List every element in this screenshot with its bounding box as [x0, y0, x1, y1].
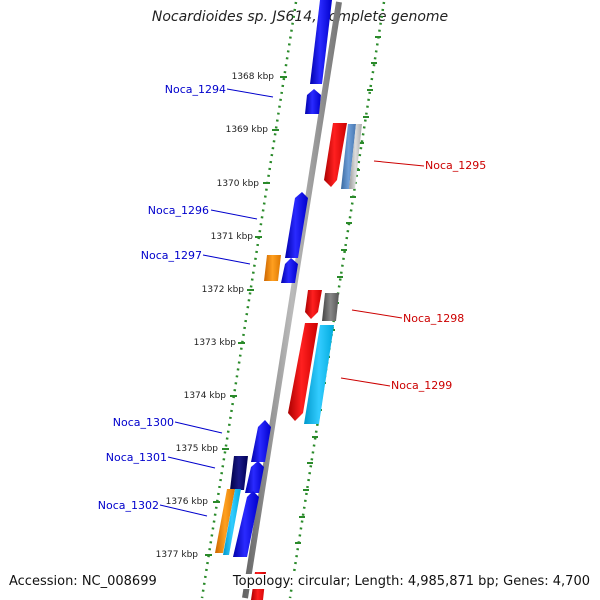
gene-arrow-noca-1295-steel [341, 124, 356, 189]
gene-label-noca-1297: Noca_1297 [141, 249, 202, 262]
gene-arrow-noca-1302-cyan [223, 489, 241, 555]
leader-noca-1296 [210, 209, 258, 220]
gene-arrow-noca-1294 [305, 89, 321, 114]
reverse-strand-genes [251, 123, 362, 600]
genome-backbone [242, 1, 342, 599]
gene-arrow-noca-1302 [233, 491, 259, 557]
scale-label: 1374 kbp [184, 391, 227, 401]
scale-label: 1369 kbp [226, 125, 269, 135]
scale-label: 1373 kbp [194, 338, 237, 348]
gene-arrow-top-blue [310, 0, 332, 84]
gene-label-noca-1294: Noca_1294 [165, 83, 226, 96]
gene-arrow-noca-1296 [285, 192, 308, 258]
scale-label: 1368 kbp [232, 72, 275, 82]
leader-noca-1294 [226, 88, 274, 98]
gene-arrow-noca-1299-red [288, 323, 318, 421]
leader-noca-1295 [373, 160, 425, 167]
gene-label-noca-1302: Noca_1302 [98, 499, 159, 512]
accession-label: Accession: NC_008699 [9, 574, 157, 589]
gene-arrow-noca-1298 [305, 290, 322, 319]
map-title: Nocardioides sp. JS614, complete genome [151, 9, 449, 25]
gene-arrow-noca-1301-navy [230, 456, 248, 490]
leader-noca-1302 [159, 504, 208, 517]
gene-label-noca-1301: Noca_1301 [106, 451, 167, 464]
leader-noca-1301 [167, 456, 216, 469]
topology-label: Topology: circular; Length: 4,985,871 bp… [229, 574, 590, 589]
leader-noca-1297 [202, 254, 251, 265]
gene-arrow-noca-1298-grey [322, 293, 339, 321]
gene-label-noca-1300: Noca_1300 [113, 416, 174, 429]
scale-label: 1376 kbp [166, 497, 209, 507]
gene-arrow-noca-1295-red [324, 123, 347, 187]
leader-noca-1300 [174, 421, 223, 434]
forward-strand-genes [215, 0, 332, 557]
scale-label: 1371 kbp [211, 232, 254, 242]
scale-label: 1370 kbp [217, 179, 260, 189]
gene-arrow-noca-1297 [281, 258, 298, 283]
scale-label: 1377 kbp [156, 550, 199, 560]
gene-labels: Noca_1294 Noca_1295 Noca_1296 Noca_1297 … [98, 83, 486, 517]
gene-label-noca-1298: Noca_1298 [403, 312, 464, 325]
scale-label: 1375 kbp [176, 444, 219, 454]
gene-arrow-noca-1300 [251, 420, 271, 462]
gene-arrow-noca-1302-orange [215, 489, 235, 553]
scale-label: 1372 kbp [202, 285, 245, 295]
gene-label-noca-1296: Noca_1296 [148, 204, 209, 217]
gene-arrow-noca-1295-silver [349, 124, 362, 189]
leader-noca-1299 [340, 377, 391, 387]
gene-arrow-noca-1297-orange [264, 255, 281, 281]
gene-arrow-noca-1301 [245, 461, 264, 493]
scale-labels: 1368 kbp 1369 kbp 1370 kbp 1371 kbp 1372… [156, 72, 275, 560]
gene-label-noca-1295: Noca_1295 [425, 159, 486, 172]
gene-label-noca-1299: Noca_1299 [391, 379, 452, 392]
leader-noca-1298 [351, 309, 403, 319]
gene-arrow-noca-1299 [304, 325, 334, 424]
inner-dotted-ring [200, 1, 298, 599]
